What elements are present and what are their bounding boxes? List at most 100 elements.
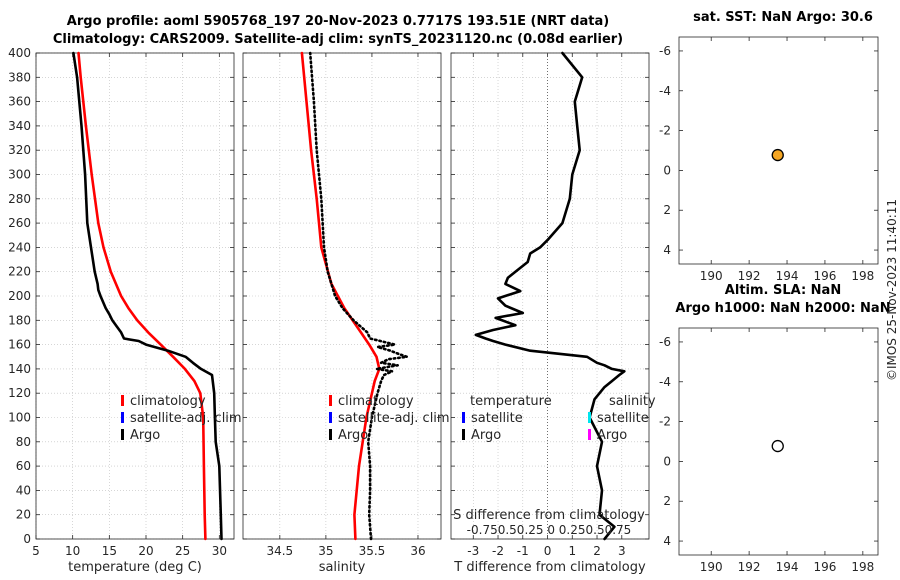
- sla_panel-ytick-label: -2: [659, 415, 671, 429]
- temperature-ytick-label: 200: [8, 289, 31, 303]
- difference-xlabel: T difference from climatology: [453, 560, 646, 575]
- sla_panel-xtick-label: 198: [851, 560, 874, 574]
- temperature-xtick-label: 15: [102, 544, 117, 558]
- temperature-ytick-label: 60: [16, 459, 31, 473]
- temperature-xlabel: temperature (deg C): [68, 560, 202, 575]
- temperature-legend-swatch-0: [121, 395, 124, 406]
- sst_panel-xtick-label: 192: [738, 269, 761, 283]
- salinity-series-argo: [308, 51, 409, 541]
- temperature-ytick-label: 20: [16, 508, 31, 522]
- temperature-ytick-label: 80: [16, 435, 31, 449]
- sla_panel-ytick-label: 4: [663, 534, 671, 548]
- temperature-ytick-label: 260: [8, 216, 31, 230]
- sla_panel-frame: [678, 327, 879, 556]
- sst_panel-xtick-label: 198: [851, 269, 874, 283]
- sla_panel-point-0: [771, 439, 784, 453]
- temperature-ytick-label: 140: [8, 362, 31, 376]
- difference-legend-label-sl1: Argo: [597, 428, 627, 443]
- salinity-xtick-label: 34.5: [266, 544, 293, 558]
- temperature-ytick-label: 100: [8, 411, 31, 425]
- salinity-xtick-label: 35.5: [359, 544, 386, 558]
- temperature-ytick-label: 0: [23, 532, 31, 546]
- sst_panel-xtick-label: 194: [776, 269, 799, 283]
- difference-legend-swatch-sl1: [588, 429, 591, 440]
- temperature-ytick-label: 340: [8, 119, 31, 133]
- temperature-ytick-label: 300: [8, 168, 31, 182]
- temperature-ytick-label: 280: [8, 192, 31, 206]
- salinity-legend-label-0: climatology: [338, 394, 414, 409]
- temperature-ytick-label: 40: [16, 483, 31, 497]
- sst_panel-ytick-label: -2: [659, 124, 671, 138]
- sla_panel-xtick-label: 194: [776, 560, 799, 574]
- sst_panel-ytick-label: 0: [663, 163, 671, 177]
- temperature-series-climatology: [77, 51, 207, 541]
- temperature-ytick-label: 120: [8, 386, 31, 400]
- difference-legend-salinity-title: salinity: [609, 394, 656, 409]
- sst_panel-xtick-label: 196: [813, 269, 836, 283]
- difference-secondary-ticks: -0.750.50.25 0 0.250.50.75: [467, 523, 632, 537]
- temperature-legend-swatch-1: [121, 412, 124, 423]
- temperature-ytick-label: 160: [8, 338, 31, 352]
- main-title-line1: Argo profile: aoml 5905768_197 20-Nov-20…: [66, 14, 610, 29]
- difference-legend-label-sl0: satellite: [597, 411, 649, 426]
- sst_panel-xtick-label: 190: [700, 269, 723, 283]
- difference-xtick-label: -1: [517, 544, 529, 558]
- difference-secondary-xlabel: S difference from climatology: [453, 508, 645, 523]
- salinity-xtick-label: 36: [410, 544, 425, 558]
- difference-xtick-label: 3: [618, 544, 626, 558]
- difference-xtick-label: 2: [593, 544, 601, 558]
- temperature-series-argo: [72, 51, 223, 541]
- sla_panel-ytick-label: -4: [659, 375, 671, 389]
- salinity-xtick-label: 35: [318, 544, 333, 558]
- sst_panel-ytick-label: -6: [659, 44, 671, 58]
- temperature-xtick-label: 10: [65, 544, 80, 558]
- main-title-line2: Climatology: CARS2009. Satellite-adj cli…: [52, 32, 624, 47]
- sst_panel-ytick-label: 4: [663, 243, 671, 257]
- difference-legend-swatch-tl1: [462, 429, 465, 440]
- temperature-ytick-label: 180: [8, 313, 31, 327]
- salinity-legend-swatch-2: [329, 429, 332, 440]
- watermark-text: ©IMOS 25-Nov-2023 11:40:11: [885, 199, 899, 381]
- sst-title: sat. SST: NaN Argo: 30.6: [693, 10, 873, 25]
- sla-title-line2: Argo h1000: NaN h2000: NaN: [675, 301, 891, 316]
- sst_panel-ytick-label: -4: [659, 84, 671, 98]
- difference-legend-swatch-tl0: [462, 412, 465, 423]
- difference-xtick-label: -2: [492, 544, 504, 558]
- difference-series-t-difference: [474, 51, 626, 541]
- temperature-legend-swatch-2: [121, 429, 124, 440]
- salinity-xlabel: salinity: [319, 560, 366, 575]
- salinity-legend-swatch-1: [329, 412, 332, 423]
- sla_panel-ytick-label: 2: [663, 494, 671, 508]
- sst_panel-frame: [678, 36, 879, 265]
- difference-legend-temperature-title: temperature: [470, 394, 552, 409]
- temperature-xtick-label: 25: [175, 544, 190, 558]
- sla_panel-xtick-label: 196: [813, 560, 836, 574]
- salinity-series-climatology: [300, 51, 381, 541]
- temperature-xtick-label: 30: [212, 544, 227, 558]
- difference-legend-label-tl1: Argo: [471, 428, 501, 443]
- sst_panel-ytick-label: 2: [663, 203, 671, 217]
- temperature-ytick-label: 220: [8, 265, 31, 279]
- sst_panel-point-0: [771, 148, 784, 162]
- temperature-ytick-label: 240: [8, 240, 31, 254]
- difference-legend-swatch-sl0: [588, 412, 591, 423]
- temperature-legend-label-1: satellite-adj. clim: [130, 411, 242, 426]
- salinity-legend-label-2: Argo: [338, 428, 368, 443]
- sla-title-line1: Altim. SLA: NaN: [724, 283, 842, 298]
- temperature-ytick-label: 360: [8, 95, 31, 109]
- temperature-legend-label-0: climatology: [130, 394, 206, 409]
- sla_panel-xtick-label: 192: [738, 560, 761, 574]
- sla_panel-ytick-label: -6: [659, 335, 671, 349]
- difference-legend-label-tl0: satellite: [471, 411, 523, 426]
- temperature-ytick-label: 320: [8, 143, 31, 157]
- temperature-xtick-label: 5: [32, 544, 40, 558]
- sla_panel-xtick-label: 190: [700, 560, 723, 574]
- temperature-xtick-label: 20: [138, 544, 153, 558]
- difference-xtick-label: -3: [467, 544, 479, 558]
- temperature-ytick-label: 380: [8, 70, 31, 84]
- difference-xtick-label: 0: [544, 544, 552, 558]
- sla_panel-ytick-label: 0: [663, 454, 671, 468]
- temperature-ytick-label: 400: [8, 46, 31, 60]
- salinity-legend-label-1: satellite-adj. clim: [338, 411, 450, 426]
